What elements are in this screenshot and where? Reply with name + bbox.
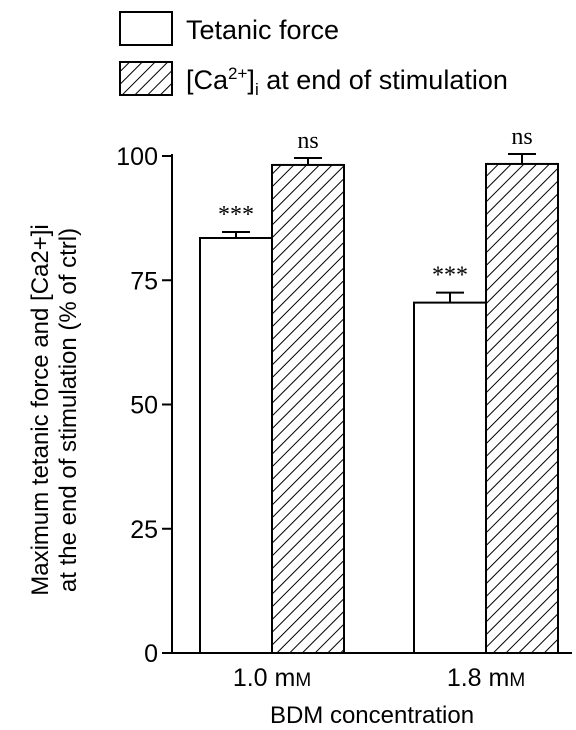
significance-label: *** <box>218 202 254 228</box>
y-axis-title-line1: Maximum tetanic force and [Ca2+]i <box>27 224 54 596</box>
bar <box>413 301 487 654</box>
significance-label: ns <box>511 124 532 150</box>
y-tick-label: 25 <box>130 516 158 544</box>
legend-label-calcium: [Ca2+]i at end of stimulation <box>186 64 508 99</box>
legend-label-tetanic-force: Tetanic force <box>186 15 339 45</box>
y-ticks: 0 25 50 75 100 <box>116 143 172 668</box>
y-tick-label: 0 <box>144 640 158 668</box>
x-tick-label: 1.0 mM <box>233 664 311 692</box>
significance-label: *** <box>432 263 468 289</box>
x-ticks: 1.0 mM 1.8 mM <box>233 664 525 692</box>
x-axis-title: BDM concentration <box>270 702 474 729</box>
y-axis-title-line2: at the end of stimulation (% of ctrl) <box>55 228 82 592</box>
bars: *** ns *** ns <box>199 124 559 654</box>
significance-label: ns <box>297 128 318 154</box>
legend-swatch-calcium <box>119 61 173 96</box>
y-tick-label: 50 <box>130 392 158 420</box>
y-tick-label: 100 <box>116 143 158 171</box>
bar <box>485 162 559 654</box>
bar <box>271 163 345 654</box>
legend-swatch-tetanic-force <box>119 11 173 46</box>
x-tick-label: 1.8 mM <box>447 664 525 692</box>
y-tick-label: 75 <box>130 267 158 295</box>
legend: Tetanic force [Ca2+]i at end of stimulat… <box>119 11 508 99</box>
bar <box>199 237 273 654</box>
